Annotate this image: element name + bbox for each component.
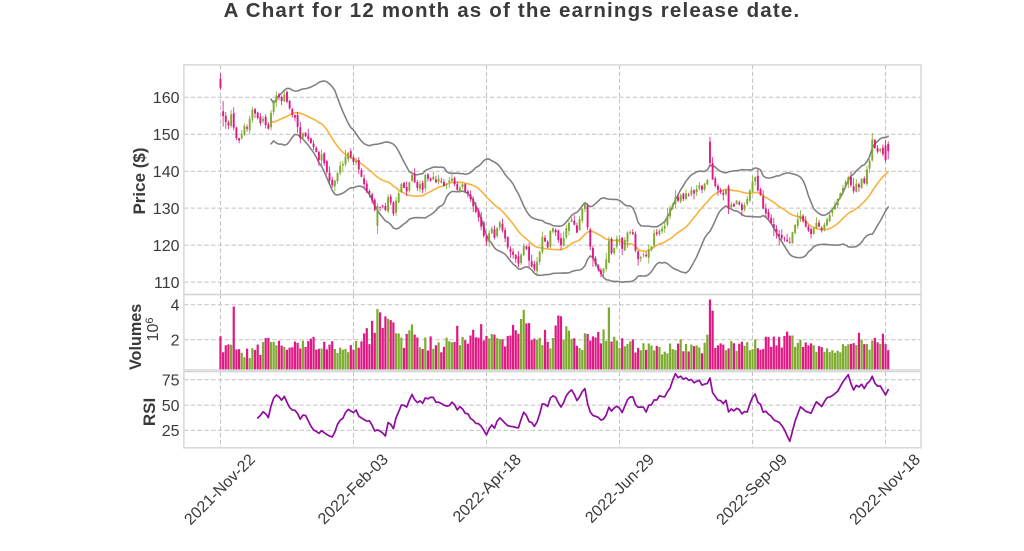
svg-text:A Chart for 12 month as of the: A Chart for 12 month as of the earnings … [224,0,801,22]
svg-text:4: 4 [171,298,180,315]
svg-text:2022-Feb-03: 2022-Feb-03 [315,451,392,528]
svg-text:2022-Sep-09: 2022-Sep-09 [714,451,792,529]
svg-text:Price ($): Price ($) [130,147,149,214]
svg-text:130: 130 [153,201,180,218]
svg-text:2022-Nov-18: 2022-Nov-18 [847,451,925,529]
svg-text:160: 160 [153,90,180,107]
svg-text:140: 140 [153,164,180,181]
svg-text:75: 75 [162,372,180,389]
svg-text:2022-Jun-29: 2022-Jun-29 [582,451,658,527]
svg-text:RSI: RSI [140,398,159,426]
svg-text:106: 106 [144,318,162,342]
svg-text:110: 110 [154,275,180,292]
svg-text:120: 120 [153,238,180,255]
svg-text:50: 50 [162,398,180,415]
svg-text:25: 25 [162,423,180,440]
svg-text:2: 2 [171,333,180,350]
svg-text:Volumes: Volumes [127,304,145,370]
svg-text:150: 150 [153,127,180,144]
svg-text:2022-Apr-18: 2022-Apr-18 [450,451,525,526]
svg-text:2021-Nov-22: 2021-Nov-22 [181,451,259,529]
